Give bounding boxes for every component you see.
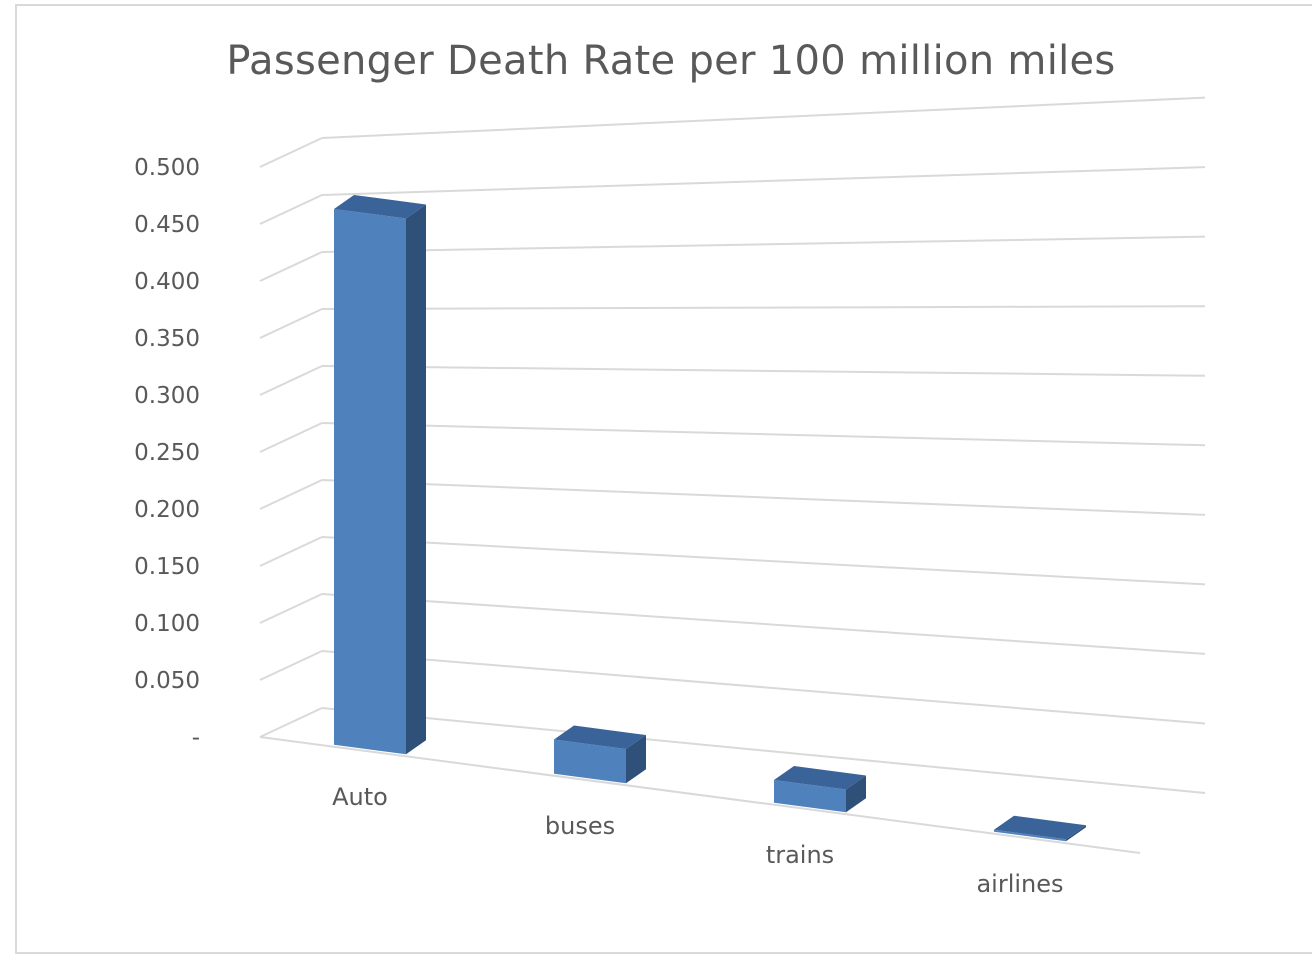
gridline-wall bbox=[259, 422, 323, 453]
floor-edge bbox=[259, 736, 1141, 854]
y-tick-label: 0.150 bbox=[134, 554, 200, 580]
gridlines bbox=[259, 96, 1206, 854]
bar-buses bbox=[554, 725, 646, 784]
bar-front bbox=[994, 829, 1066, 842]
y-tick-label: 0.250 bbox=[134, 440, 200, 466]
bar-top bbox=[994, 815, 1086, 840]
bar-auto bbox=[334, 194, 426, 755]
bar-front bbox=[774, 779, 846, 813]
y-tick-label: 0.500 bbox=[134, 155, 200, 181]
gridline-wall bbox=[259, 365, 323, 396]
x-axis-ticks: Auto buses trains airlines bbox=[332, 783, 1063, 898]
y-tick-label: 0.100 bbox=[134, 611, 200, 637]
gridline-wall bbox=[259, 479, 323, 510]
bar-front bbox=[334, 208, 406, 755]
gridline bbox=[321, 96, 1206, 139]
gridline bbox=[321, 166, 1206, 196]
y-tick-label: 0.050 bbox=[134, 668, 200, 694]
y-tick-label: - bbox=[192, 725, 200, 751]
gridline bbox=[321, 479, 1206, 516]
gridline bbox=[321, 593, 1206, 655]
bar-top bbox=[334, 194, 426, 219]
y-tick-label: 0.300 bbox=[134, 383, 200, 409]
bar-top bbox=[774, 765, 866, 790]
bar-front bbox=[554, 739, 626, 784]
bar-trains bbox=[774, 765, 866, 813]
bar-side bbox=[406, 204, 426, 755]
gridline-wall bbox=[259, 194, 323, 225]
bar-side bbox=[626, 735, 646, 784]
gridline-wall bbox=[259, 707, 323, 738]
gridline-wall bbox=[259, 251, 323, 282]
y-axis-ticks: - 0.050 0.100 0.150 0.200 0.250 0.300 0.350 0.40… bbox=[134, 155, 200, 751]
bar-side bbox=[1066, 825, 1086, 842]
bar-airlines bbox=[994, 815, 1086, 842]
gridline-wall bbox=[259, 593, 323, 624]
gridline-wall bbox=[259, 536, 323, 567]
y-tick-label: 0.200 bbox=[134, 497, 200, 523]
gridline bbox=[321, 305, 1206, 310]
y-tick-label: 0.450 bbox=[134, 212, 200, 238]
gridline bbox=[321, 422, 1206, 447]
x-tick-label: buses bbox=[545, 812, 615, 840]
y-tick-label: 0.400 bbox=[134, 269, 200, 295]
gridline bbox=[321, 707, 1206, 794]
gridline bbox=[321, 650, 1206, 725]
x-tick-label: Auto bbox=[332, 783, 388, 811]
gridline bbox=[321, 536, 1206, 586]
gridline-wall bbox=[259, 137, 323, 168]
gridline bbox=[321, 365, 1206, 377]
gridline-wall bbox=[259, 650, 323, 681]
gridline bbox=[321, 235, 1206, 253]
chart-title: Passenger Death Rate per 100 million mil… bbox=[226, 38, 1116, 84]
x-tick-label: trains bbox=[766, 841, 834, 869]
bars bbox=[334, 194, 1086, 842]
chart-frame bbox=[15, 4, 1312, 954]
y-tick-label: 0.350 bbox=[134, 326, 200, 352]
bar-side bbox=[846, 775, 866, 813]
x-tick-label: airlines bbox=[976, 870, 1063, 898]
gridline-wall bbox=[259, 308, 323, 339]
bar-top bbox=[554, 725, 646, 750]
